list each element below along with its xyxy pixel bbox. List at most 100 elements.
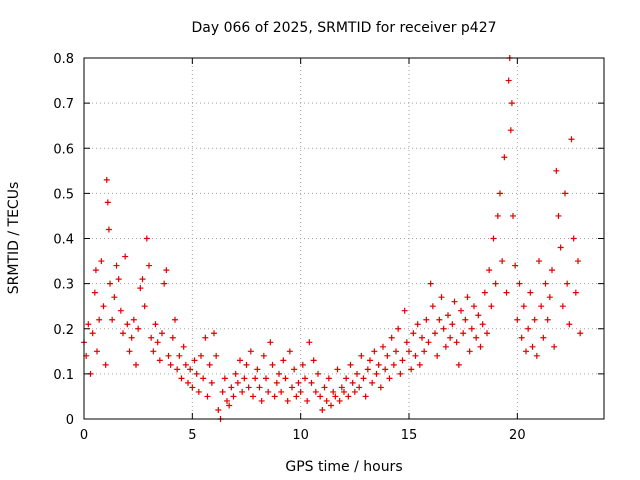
data-point <box>434 352 441 359</box>
data-point <box>533 352 540 359</box>
data-point <box>130 316 137 323</box>
data-point <box>219 388 226 395</box>
data-point <box>193 370 200 377</box>
data-point <box>512 262 519 269</box>
data-point <box>555 212 562 219</box>
data-point <box>226 402 233 409</box>
data-point <box>260 352 267 359</box>
data-point <box>419 334 425 341</box>
data-point <box>362 393 369 400</box>
x-tick-label: 15 <box>401 428 418 443</box>
x-tick-label: 5 <box>188 428 196 443</box>
data-point <box>139 276 146 283</box>
data-point <box>477 343 484 350</box>
data-point <box>568 136 575 143</box>
data-point <box>406 348 412 355</box>
data-point <box>382 366 389 373</box>
data-point <box>479 321 486 328</box>
data-point <box>544 316 551 323</box>
data-point <box>403 339 410 346</box>
data-point <box>111 294 118 301</box>
y-tick-labels: 0 0.1 0.2 0.3 0.4 0.5 0.6 0.7 0.8 <box>53 52 74 428</box>
data-point <box>256 384 263 391</box>
data-point <box>122 253 129 260</box>
data-point <box>540 334 547 341</box>
data-point <box>297 388 304 395</box>
data-point <box>228 384 235 391</box>
data-point <box>211 330 217 337</box>
data-point <box>325 375 332 382</box>
data-point <box>557 244 564 251</box>
data-point <box>445 312 451 319</box>
data-point <box>310 357 317 364</box>
data-point <box>436 316 443 323</box>
data-point <box>356 384 363 391</box>
data-point <box>375 361 382 368</box>
data-point <box>414 321 421 328</box>
data-point <box>384 352 391 359</box>
data-point <box>204 393 211 400</box>
data-point <box>245 384 252 391</box>
data-point <box>215 406 222 413</box>
data-point <box>525 325 532 332</box>
data-point <box>267 339 274 346</box>
y-tick-label: 0.5 <box>53 187 74 202</box>
data-point <box>536 258 542 265</box>
data-point <box>354 370 360 377</box>
data-point <box>302 375 308 382</box>
data-point <box>280 357 287 364</box>
data-point <box>388 334 395 341</box>
data-point <box>494 212 501 219</box>
data-point <box>503 289 510 296</box>
data-point <box>516 280 523 287</box>
data-point <box>167 361 174 368</box>
x-tick-labels: 0 5 10 15 20 <box>80 428 526 443</box>
data-point <box>488 303 495 310</box>
data-point <box>481 289 488 296</box>
data-point <box>451 298 458 305</box>
data-point <box>577 330 584 337</box>
data-point <box>241 375 248 382</box>
data-point <box>462 316 469 323</box>
data-point <box>126 348 133 355</box>
data-point <box>559 303 566 310</box>
data-point <box>278 388 285 395</box>
data-point <box>141 303 148 310</box>
data-point <box>213 352 220 359</box>
data-point <box>412 352 419 359</box>
data-point <box>308 379 315 386</box>
data-point <box>471 303 477 310</box>
data-point <box>323 397 330 404</box>
data-point <box>265 388 272 395</box>
data-point <box>338 384 345 391</box>
data-point <box>135 325 142 332</box>
data-point <box>564 280 571 287</box>
data-point <box>553 167 560 174</box>
y-tick-label: 0.7 <box>53 97 74 112</box>
data-point <box>234 379 241 386</box>
data-point <box>176 352 183 359</box>
data-point <box>468 325 475 332</box>
data-point <box>492 280 499 287</box>
data-point <box>551 343 558 350</box>
data-point <box>440 325 447 332</box>
grid-lines <box>84 57 604 419</box>
data-point <box>137 285 144 292</box>
data-point <box>189 384 196 391</box>
data-point <box>321 384 328 391</box>
y-tick-label: 0 <box>66 413 74 428</box>
data-point <box>371 348 378 355</box>
data-point <box>312 388 319 395</box>
data-point <box>410 330 417 337</box>
data-point <box>250 393 256 400</box>
y-tick-label: 0.3 <box>53 278 74 293</box>
y-tick-label: 0.2 <box>53 323 74 338</box>
data-point <box>421 348 428 355</box>
y-tick-label: 0.4 <box>53 233 74 248</box>
data-point <box>150 348 157 355</box>
data-point <box>159 330 165 337</box>
data-point <box>239 388 246 395</box>
data-point <box>373 370 380 377</box>
data-point <box>109 316 116 323</box>
data-point <box>328 402 334 409</box>
